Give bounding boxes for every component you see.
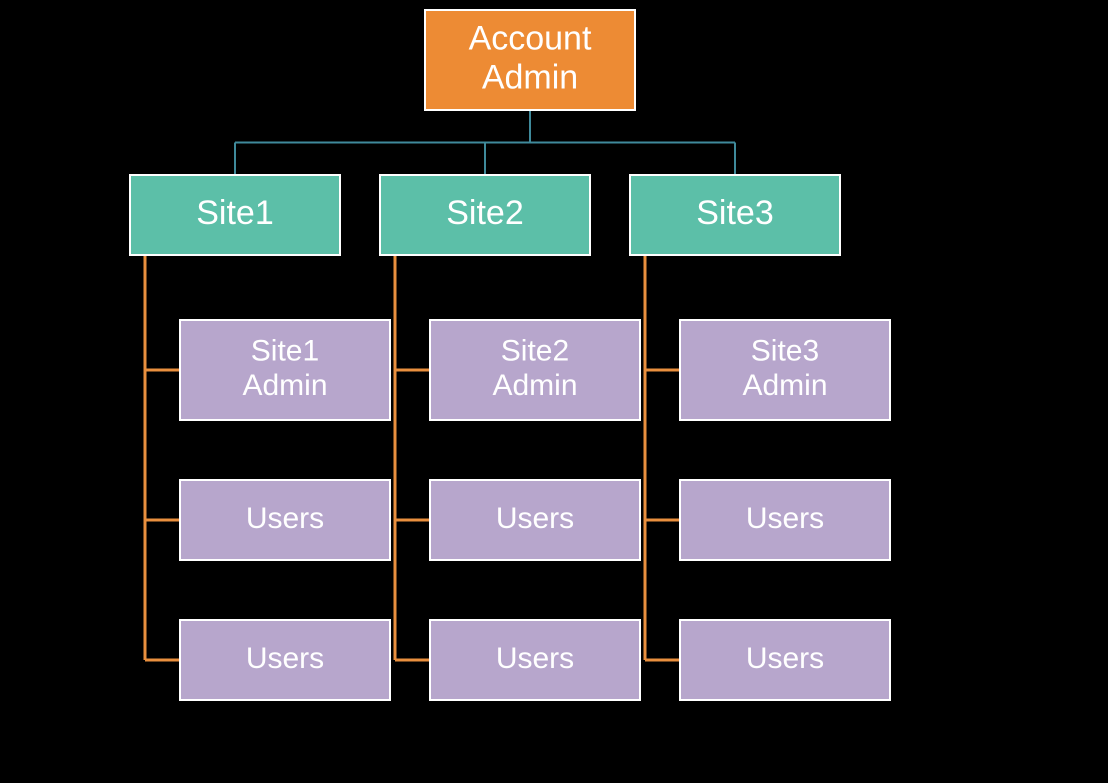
- node-site1-admin: Site1Admin: [180, 320, 390, 420]
- node-site1: Site1: [130, 175, 340, 255]
- node-site2-admin-label-line-1: Admin: [492, 369, 577, 402]
- node-site3-users-2-label-line-0: Users: [746, 642, 824, 675]
- node-site3-admin: Site3Admin: [680, 320, 890, 420]
- node-account-admin-label-line-0: Account: [469, 19, 592, 57]
- node-site2-admin: Site2Admin: [430, 320, 640, 420]
- node-site3: Site3: [630, 175, 840, 255]
- node-site1-users-1-label-line-0: Users: [246, 502, 324, 535]
- node-site3-admin-label-line-1: Admin: [742, 369, 827, 402]
- node-account-admin: AccountAdmin: [425, 10, 635, 110]
- node-site1-label-line-0: Site1: [196, 194, 274, 232]
- node-site1-users-2-label-line-0: Users: [246, 642, 324, 675]
- node-site2-users-1: Users: [430, 480, 640, 560]
- node-site2-users-1-label-line-0: Users: [496, 502, 574, 535]
- node-account-admin-label-line-1: Admin: [482, 59, 578, 97]
- node-site3-admin-label-line-0: Site3: [751, 335, 819, 368]
- node-site1-admin-label-line-1: Admin: [242, 369, 327, 402]
- node-site1-users-2: Users: [180, 620, 390, 700]
- node-site2: Site2: [380, 175, 590, 255]
- node-site3-users-2: Users: [680, 620, 890, 700]
- node-site2-admin-label-line-0: Site2: [501, 335, 569, 368]
- org-chart: AccountAdminSite1Site1AdminUsersUsersSit…: [0, 0, 1108, 783]
- node-site3-users-1: Users: [680, 480, 890, 560]
- node-site1-admin-label-line-0: Site1: [251, 335, 319, 368]
- node-site1-users-1: Users: [180, 480, 390, 560]
- node-site3-label-line-0: Site3: [696, 194, 774, 232]
- node-site2-label-line-0: Site2: [446, 194, 524, 232]
- node-site3-users-1-label-line-0: Users: [746, 502, 824, 535]
- node-site2-users-2-label-line-0: Users: [496, 642, 574, 675]
- node-site2-users-2: Users: [430, 620, 640, 700]
